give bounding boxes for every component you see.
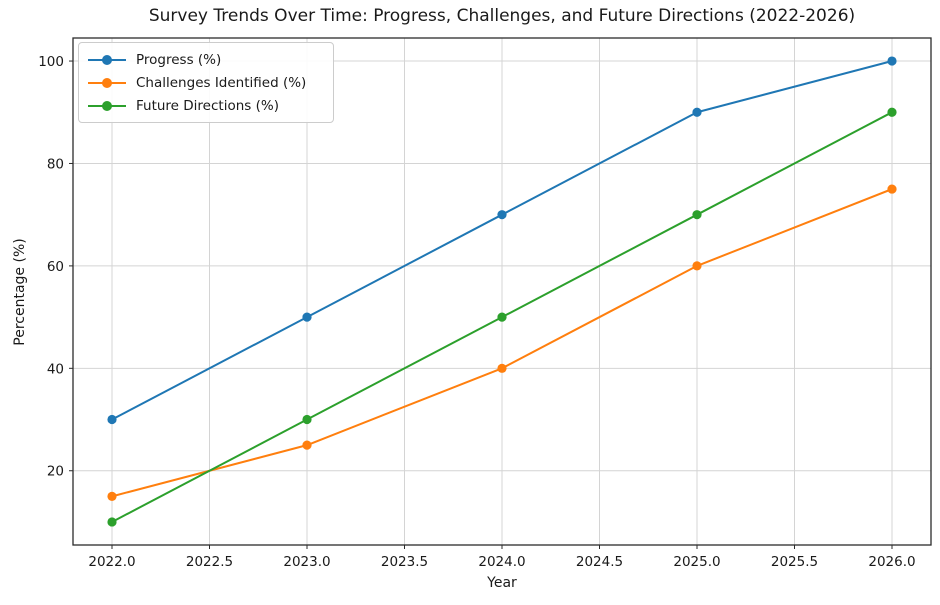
legend-item: Challenges Identified (%) <box>88 71 323 94</box>
data-point <box>497 312 507 322</box>
y-tick-label: 20 <box>47 464 64 480</box>
legend-label: Challenges Identified (%) <box>136 74 307 91</box>
x-tick-label: 2025.0 <box>673 554 720 570</box>
y-tick-label: 100 <box>38 54 64 70</box>
data-point <box>302 414 312 425</box>
legend-marker-icon <box>88 100 126 111</box>
legend-marker-icon <box>88 54 126 65</box>
y-axis-label: Percentage (%) <box>12 238 28 346</box>
x-tick-label: 2022.0 <box>88 554 135 570</box>
x-tick-label: 2025.5 <box>771 554 818 570</box>
y-tick-label: 60 <box>47 259 64 275</box>
x-axis-label: Year <box>487 575 517 591</box>
x-tick-label: 2026.0 <box>868 554 915 570</box>
x-tick-label: 2023.0 <box>283 554 330 570</box>
data-point <box>497 363 507 373</box>
data-point <box>692 261 702 271</box>
data-point <box>107 414 117 425</box>
data-point <box>107 517 117 527</box>
data-point <box>887 56 897 66</box>
y-tick-label: 80 <box>47 156 64 172</box>
data-point <box>692 107 702 117</box>
legend-item: Progress (%) <box>88 48 323 71</box>
legend-label: Future Directions (%) <box>136 97 279 114</box>
axes-box <box>72 37 932 546</box>
y-tick-label: 40 <box>47 361 64 377</box>
legend-item: Future Directions (%) <box>88 94 323 117</box>
data-point <box>107 491 117 501</box>
data-point <box>887 184 897 194</box>
data-point <box>302 440 312 450</box>
legend: Progress (%) Challenges Identified (%) Fut… <box>78 42 334 123</box>
x-tick-label: 2024.5 <box>576 554 623 570</box>
data-point <box>497 210 507 220</box>
legend-marker-icon <box>88 77 126 88</box>
data-point <box>302 312 312 322</box>
data-point <box>887 107 897 117</box>
x-tick-label: 2023.5 <box>381 554 428 570</box>
data-point <box>692 210 702 220</box>
x-tick-label: 2024.0 <box>478 554 525 570</box>
legend-label: Progress (%) <box>136 51 222 68</box>
x-tick-label: 2022.5 <box>186 554 233 570</box>
chart-title: Survey Trends Over Time: Progress, Chall… <box>148 6 856 26</box>
